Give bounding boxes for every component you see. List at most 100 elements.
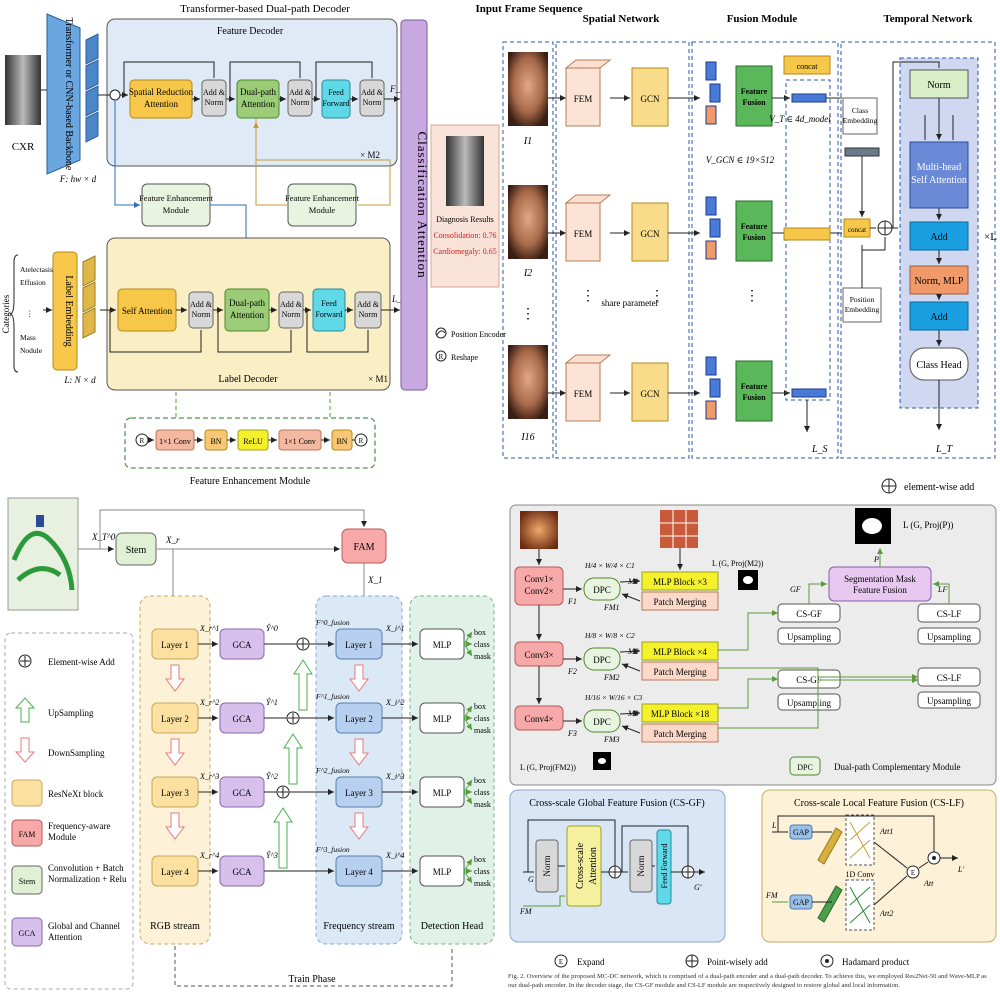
gcn-block: [631, 202, 669, 262]
svg-text:Stem: Stem: [19, 877, 36, 886]
svg-text:FAM: FAM: [19, 830, 36, 839]
svg-text:CS-GF: CS-GF: [796, 675, 822, 685]
svg-text:FM2: FM2: [603, 673, 620, 682]
svg-text:Add &Norm: Add & Norm: [190, 300, 213, 319]
svg-text:X_r^4: X_r^4: [199, 851, 219, 860]
svg-text:box: box: [474, 776, 486, 785]
patch-grid-image: [660, 510, 698, 548]
svg-text:Label Embedding: Label Embedding: [63, 275, 74, 346]
fem-block: [565, 67, 601, 127]
svg-text:FEM: FEM: [574, 229, 593, 239]
svg-text:H/4 × W/4 × C1: H/4 × W/4 × C1: [584, 561, 635, 570]
svg-text:class: class: [474, 788, 490, 797]
gcn-block: [631, 362, 669, 422]
svg-text:MLP Block ×4: MLP Block ×4: [653, 647, 707, 657]
svg-text:Stem: Stem: [126, 545, 147, 556]
svg-text:CS-LF: CS-LF: [937, 609, 962, 619]
svg-text:X_r^2: X_r^2: [199, 698, 219, 707]
svg-text:Conv3×: Conv3×: [524, 650, 553, 660]
svg-text:GCA: GCA: [232, 788, 252, 798]
patch-merging: [641, 591, 719, 611]
svg-text:L': L': [957, 865, 964, 874]
svg-text:Patch Merging: Patch Merging: [653, 667, 707, 677]
feature-decoder-title: Feature Decoder: [217, 26, 284, 37]
svg-text:Att1: Att1: [879, 827, 893, 836]
svg-text:X_T^0: X_T^0: [91, 532, 116, 542]
svg-text:G: G: [528, 875, 534, 884]
svg-text:I1: I1: [523, 136, 532, 147]
svg-text:CS-GF: CS-GF: [796, 609, 822, 619]
panel-dual-path-decoder: Transformer-based Dual-path Decoder CXR …: [1, 3, 506, 487]
svg-text:Add &Norm: Add & Norm: [289, 88, 312, 107]
svg-text:Add &Norm: Add & Norm: [357, 300, 380, 319]
svg-text:Norm: Norm: [542, 856, 552, 877]
svg-text:1×1 Conv: 1×1 Conv: [284, 437, 316, 446]
cxr-image: [5, 55, 41, 125]
svg-text:MLP: MLP: [433, 714, 452, 724]
mcdc-main-box: [509, 504, 997, 786]
svg-text:GCA: GCA: [19, 929, 36, 938]
svg-text:Class Head: Class Head: [916, 360, 961, 371]
h-fusion: Fusion Module: [727, 13, 798, 25]
fem-block: [565, 202, 601, 262]
svg-text:Input Frame Sequence: Input Frame Sequence: [476, 3, 583, 15]
svg-text:Layer 3: Layer 3: [345, 788, 373, 798]
svg-text:F2: F2: [567, 667, 577, 676]
position-encoder-icon: [435, 327, 447, 339]
svg-text:I16: I16: [520, 432, 534, 443]
svg-text:F^2_fusion: F^2_fusion: [315, 766, 350, 775]
svg-text:DPC: DPC: [797, 763, 813, 772]
svg-text:mask: mask: [474, 879, 491, 888]
svg-text:GCN: GCN: [640, 389, 660, 399]
svg-text:L: L: [771, 821, 777, 830]
feature-fusion-block: [735, 65, 773, 127]
svg-text:Add: Add: [930, 312, 947, 323]
svg-text:BN: BN: [210, 437, 221, 446]
svg-text:Classification Attention: Classification Attention: [415, 131, 430, 278]
svg-text:H/16 × W/16 × C3: H/16 × W/16 × C3: [584, 693, 642, 702]
position-encoder-label: Position Encoder: [451, 330, 506, 339]
decoder-title: Transformer-based Dual-path Decoder: [180, 3, 350, 15]
svg-text:X_i^1: X_i^1: [385, 624, 404, 633]
svg-text:Layer 4: Layer 4: [345, 867, 373, 877]
panel-temporal-network: Input Frame Sequence Spatial Network Fus…: [476, 3, 997, 494]
svg-text:Conv4×: Conv4×: [524, 714, 553, 724]
svg-text:Add &Norm: Add & Norm: [203, 88, 226, 107]
patch-merging: [641, 723, 719, 743]
svg-text:GAP: GAP: [793, 898, 810, 907]
endoscopy-input: [520, 511, 558, 549]
svg-text:E: E: [911, 869, 915, 877]
dpc-block: [583, 709, 621, 733]
svg-text:class: class: [474, 867, 490, 876]
svg-text:F3: F3: [567, 729, 577, 738]
svg-text:Patch Merging: Patch Merging: [653, 597, 707, 607]
h-spatial: Spatial Network: [583, 13, 661, 25]
svg-text:⋮: ⋮: [26, 309, 34, 318]
svg-text:X_i^3: X_i^3: [385, 772, 404, 781]
svg-text:concat: concat: [797, 62, 819, 71]
svg-text:Layer 4: Layer 4: [161, 867, 189, 877]
svg-text:R: R: [439, 353, 444, 361]
panel-mcdc-network: L (G, Proj(P)) L (G, Proj(M2)) Conv1× Con…: [509, 504, 997, 968]
cslf-detail-box: [761, 789, 997, 943]
svg-text:mask: mask: [474, 800, 491, 809]
dpc-legend: Dual-path Complementary Module: [834, 762, 960, 772]
svg-text:DPC: DPC: [593, 655, 611, 665]
svg-text:X_1: X_1: [367, 575, 383, 585]
feature-fusion-block: [735, 360, 773, 422]
svg-text:Nodule: Nodule: [20, 346, 43, 355]
svg-text:F1: F1: [567, 597, 577, 606]
fem-block: [565, 362, 601, 422]
vgcn-label: V_GCN ∈ 19×512: [706, 155, 775, 165]
svg-text:Mass: Mass: [20, 333, 36, 342]
reshape-label: Reshape: [451, 353, 479, 362]
vt-label: V_T ∈ 4d_model: [769, 114, 831, 124]
